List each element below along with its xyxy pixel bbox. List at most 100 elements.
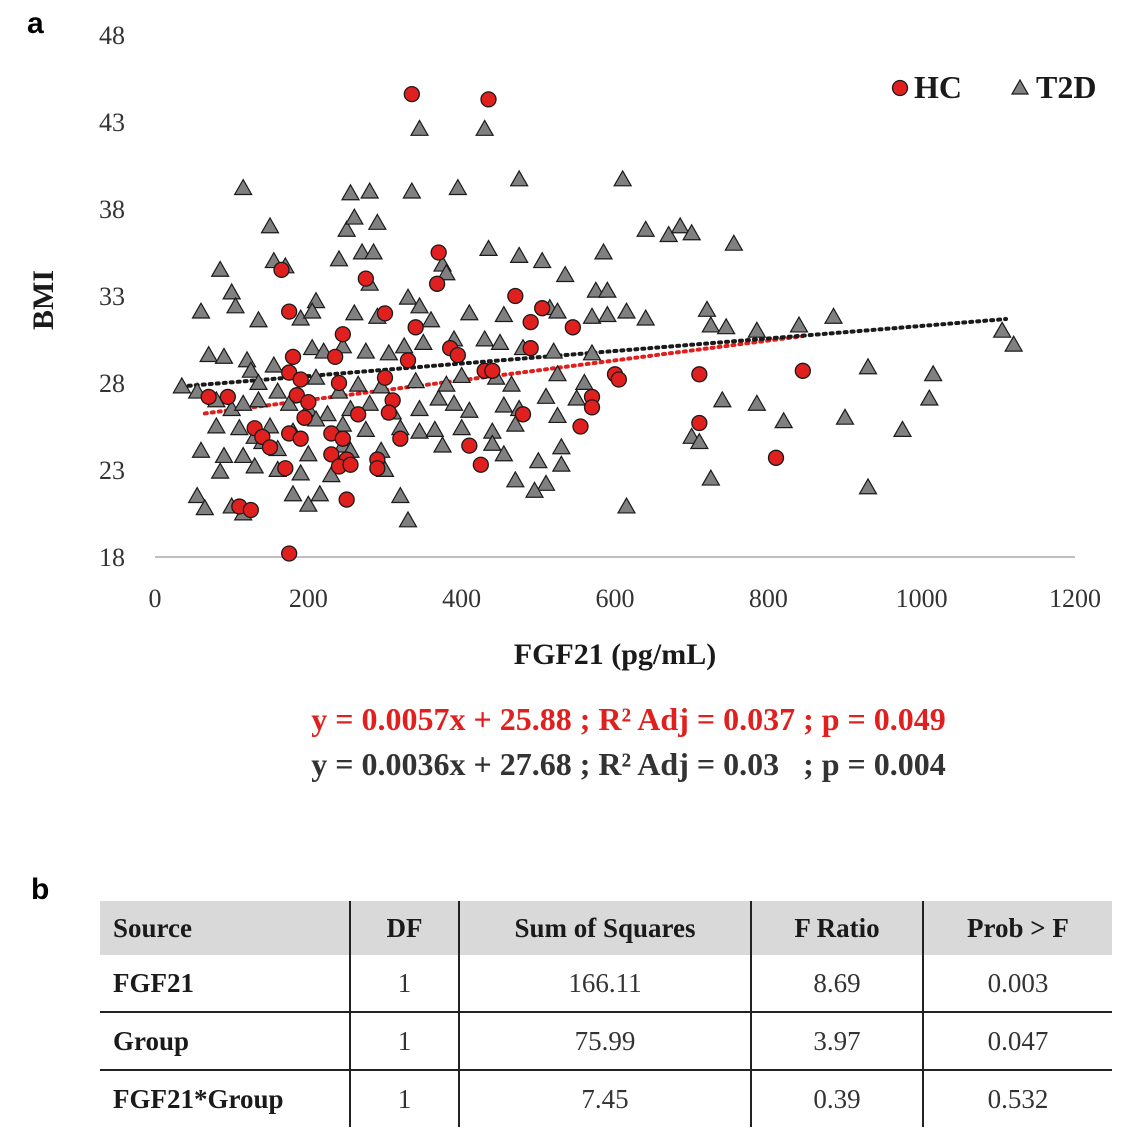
t2d-point — [494, 395, 514, 413]
t2d-point — [321, 465, 341, 483]
t2d-point — [923, 364, 943, 382]
hc-point — [376, 369, 394, 386]
hc-point — [376, 305, 394, 322]
t2d-point — [436, 263, 456, 281]
t2d-point — [747, 321, 767, 338]
hc-point — [334, 430, 351, 447]
t2d-point — [536, 387, 556, 404]
t2d-point — [452, 418, 472, 436]
t2d-point — [582, 307, 602, 324]
cell-f-ratio: 0.39 — [750, 1069, 923, 1127]
table-row: FGF21*Group 1 7.45 0.39 0.532 — [100, 1069, 1112, 1127]
t2d-point — [340, 183, 361, 201]
t2d-point — [475, 329, 495, 347]
t2d-point — [528, 451, 548, 469]
hc-point — [514, 406, 532, 423]
hc-point — [380, 404, 397, 421]
t2d-point — [360, 394, 380, 411]
t2d-point — [337, 220, 357, 237]
t2d-point — [233, 178, 253, 196]
hc-point — [350, 406, 367, 423]
t2d-point — [409, 399, 430, 417]
cell-f-ratio: 3.97 — [750, 1011, 923, 1070]
hc-point — [407, 319, 424, 336]
legend-t2d-label: T2D — [1036, 69, 1096, 105]
hc-point — [369, 460, 386, 477]
t2d-point — [682, 223, 702, 241]
t2d-point — [191, 441, 211, 458]
t2d-point — [409, 422, 430, 439]
t2d-point — [317, 404, 338, 422]
t2d-point — [333, 336, 353, 354]
t2d-point — [452, 366, 472, 384]
hc-point — [334, 326, 351, 343]
t2d-point — [425, 420, 445, 437]
t2d-point — [567, 388, 587, 406]
t2d-point — [712, 390, 732, 408]
t2d-point — [444, 394, 464, 411]
anova-table: Source DF Sum of Squares F Ratio Prob > … — [100, 901, 1112, 1127]
t2d-point — [398, 510, 418, 528]
header-sum-of-squares: Sum of Squares — [458, 901, 751, 955]
t2d-point — [298, 444, 318, 462]
hc-point — [484, 362, 501, 379]
x-tick-label: 1200 — [1049, 584, 1101, 613]
t2d-point — [225, 296, 246, 314]
cell-source: FGF21 — [113, 967, 194, 998]
t2d-point — [329, 249, 349, 267]
t2d-point — [586, 281, 606, 298]
t2d-point — [214, 446, 234, 464]
hc-point — [691, 414, 708, 432]
t2d-point — [210, 260, 230, 277]
y-tick-label: 23 — [99, 456, 125, 485]
t2d-regression-equation: y = 0.0036x + 27.68 ; R² Adj = 0.03 ; p … — [311, 746, 946, 782]
t2d-point — [363, 242, 384, 260]
t2d-point — [616, 301, 637, 319]
t2d-point — [992, 321, 1012, 338]
t2d-point — [206, 416, 226, 434]
hc-point — [480, 91, 497, 108]
t2d-point — [659, 225, 679, 243]
t2d-point — [835, 408, 855, 425]
t2d-point — [406, 371, 426, 389]
t2d-point — [482, 434, 502, 451]
t2d-point — [613, 169, 633, 187]
t2d-point — [237, 350, 257, 368]
t2d-point — [248, 373, 269, 390]
t2d-point — [636, 220, 656, 237]
t2d-point — [547, 406, 568, 424]
t2d-point — [306, 368, 326, 385]
t2d-point — [823, 307, 844, 324]
t2d-point — [379, 343, 399, 361]
t2d-point — [448, 178, 468, 196]
hc-point — [534, 300, 551, 317]
t2d-point — [432, 435, 453, 453]
t2d-point — [210, 462, 230, 479]
hc-point — [572, 418, 589, 435]
hc-point — [323, 446, 340, 463]
hc-point — [449, 347, 466, 364]
legend-hc-marker — [891, 79, 909, 97]
hc-point — [342, 456, 359, 473]
hc-point — [564, 319, 581, 336]
t2d-point — [421, 310, 441, 328]
hc-regression-equation: y = 0.0057x + 25.88 ; R² Adj = 0.037 ; p… — [311, 701, 946, 737]
hc-point — [767, 449, 785, 466]
x-tick-label: 200 — [289, 584, 328, 613]
t2d-point — [360, 181, 380, 199]
t2d-point — [555, 265, 575, 283]
y-tick-label: 48 — [99, 21, 125, 50]
hc-point — [284, 348, 302, 366]
t2d-point — [233, 446, 253, 464]
t2d-point — [494, 305, 514, 323]
hc-point — [403, 86, 420, 103]
t2d-point — [716, 317, 736, 335]
header-df: DF — [349, 901, 459, 955]
hc-point — [430, 244, 447, 261]
cell-df: 1 — [349, 955, 459, 1012]
hc-point — [392, 430, 409, 447]
t2d-point — [774, 411, 794, 429]
legend: HC T2D — [891, 69, 1096, 105]
t2d-point — [429, 388, 449, 406]
t2d-point — [459, 401, 479, 418]
